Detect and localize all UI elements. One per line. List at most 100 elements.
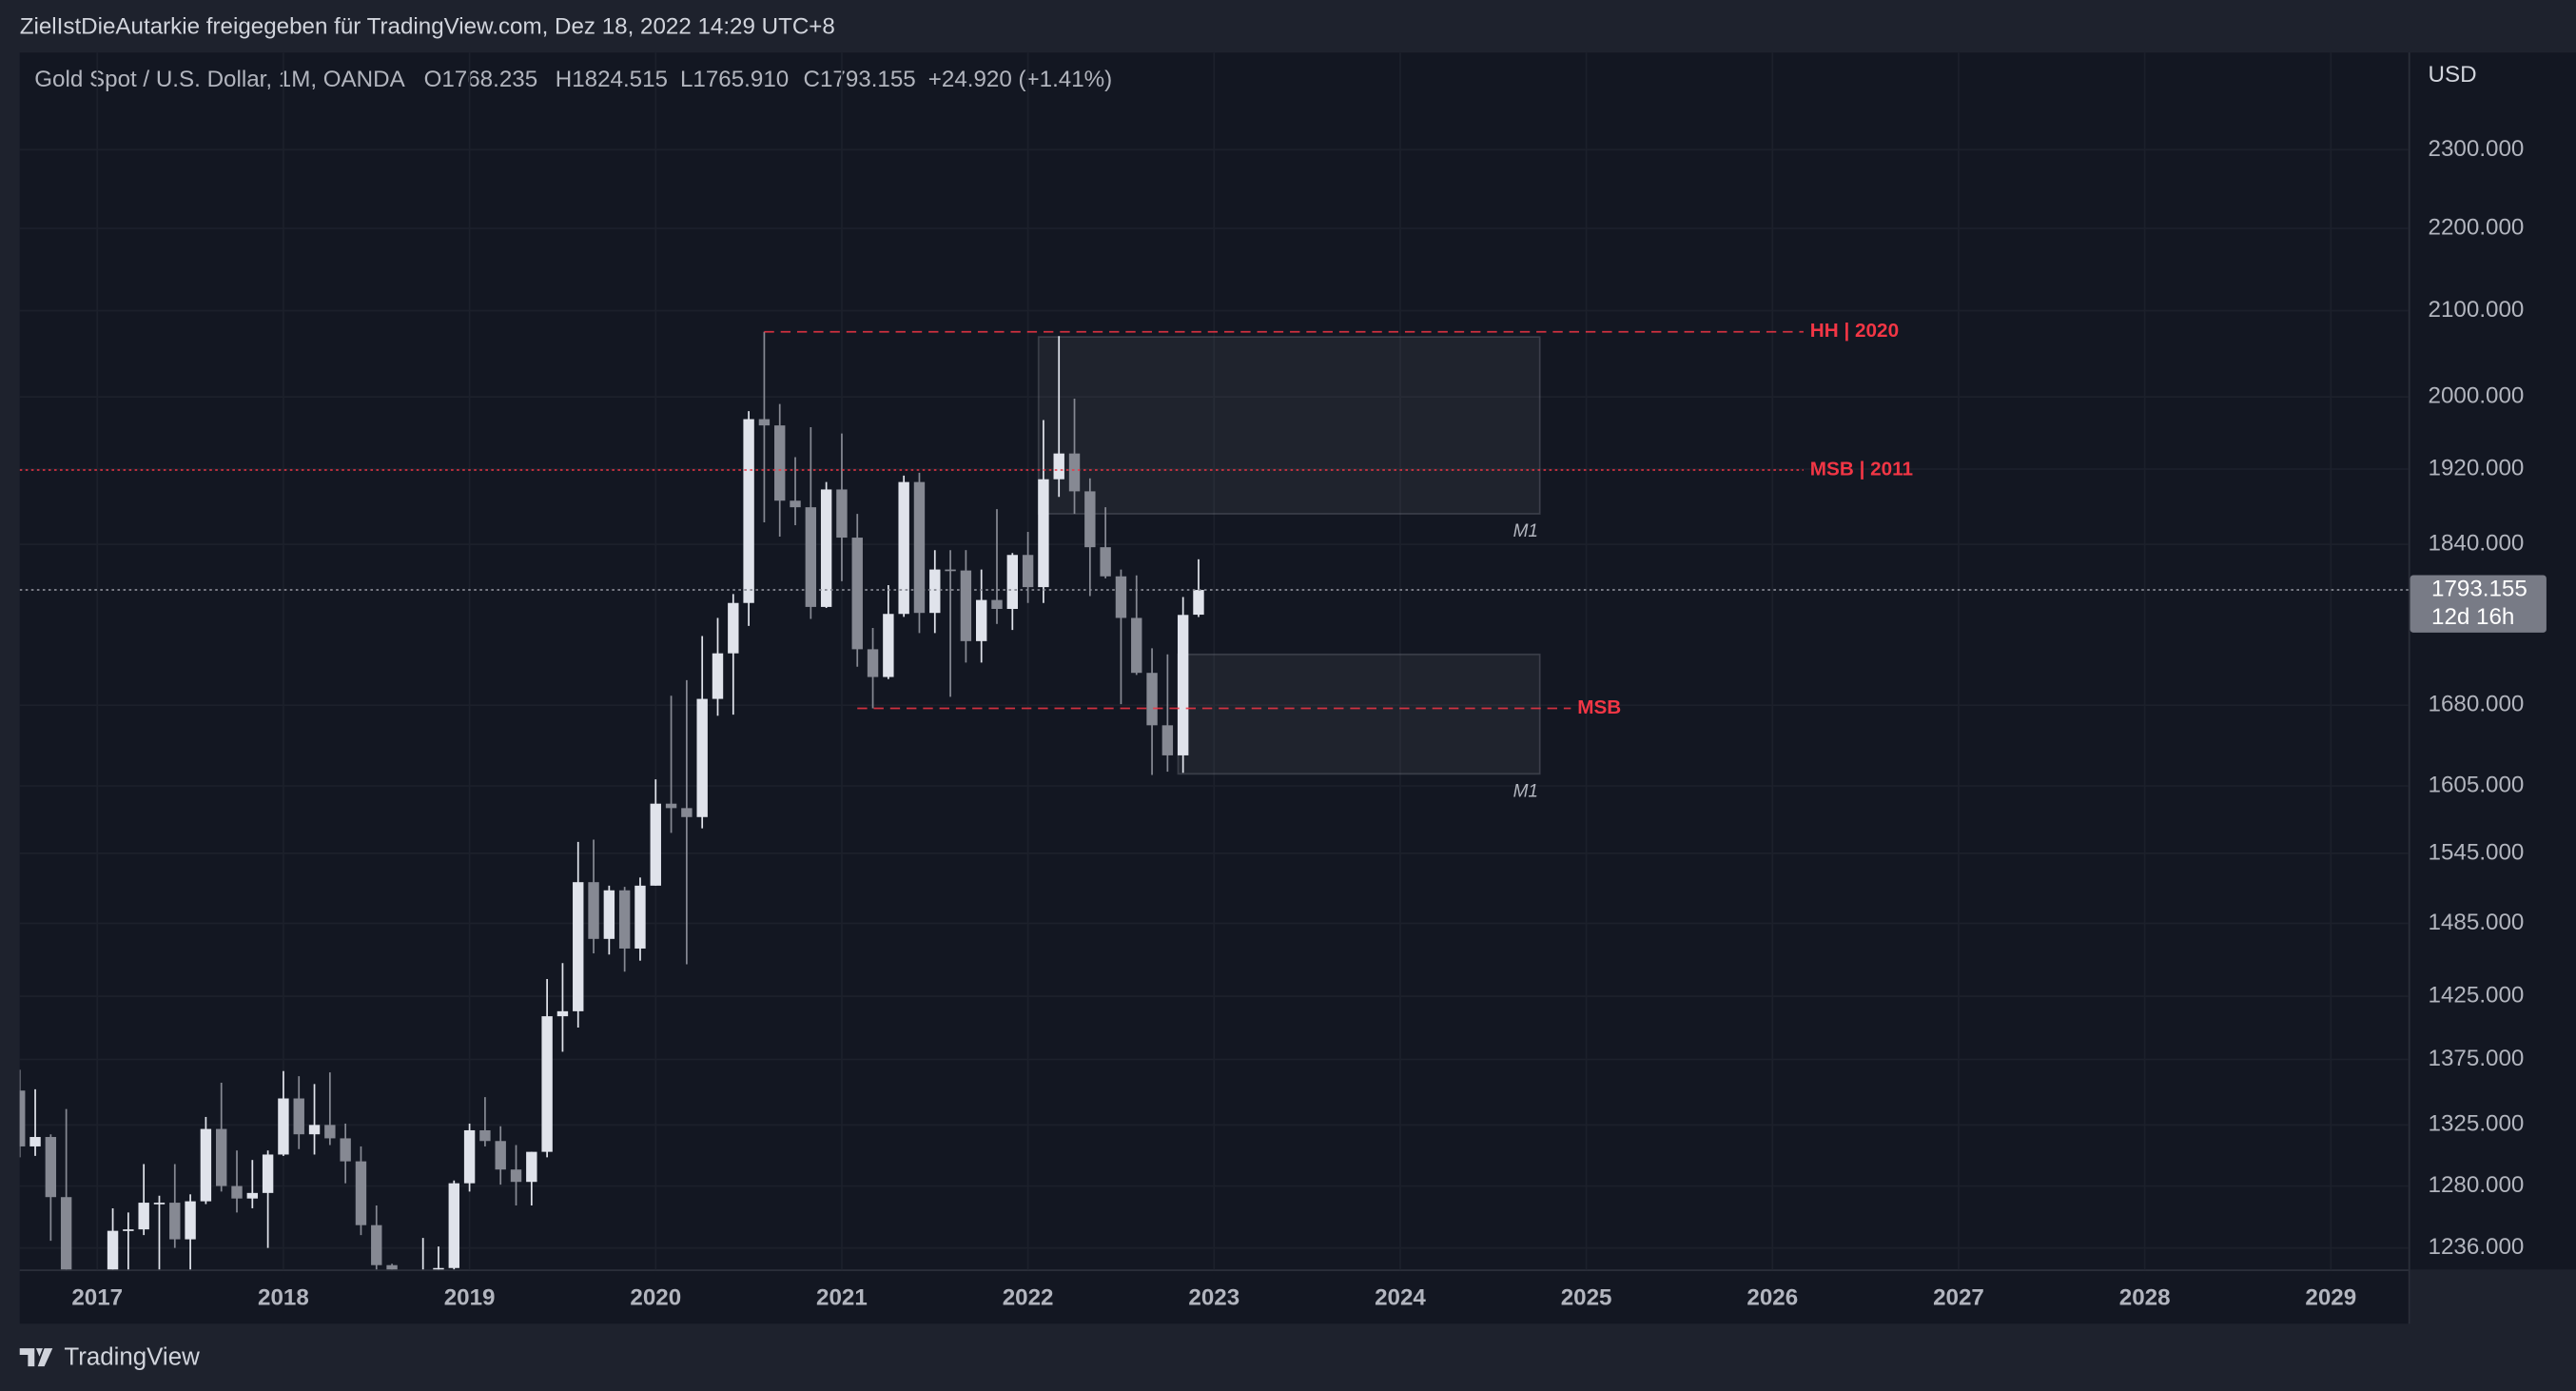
candle-body bbox=[293, 1098, 304, 1135]
legend-open: O1768.235 bbox=[424, 67, 538, 92]
y-tick-label: 1545.000 bbox=[2429, 839, 2525, 865]
candle-body bbox=[1115, 576, 1127, 618]
candle-body bbox=[650, 803, 661, 886]
candle-body bbox=[262, 1154, 274, 1193]
y-tick-label: 2000.000 bbox=[2429, 383, 2525, 409]
y-tick-label: 2100.000 bbox=[2429, 297, 2525, 323]
candle-body bbox=[758, 419, 771, 426]
zone-label: M1 bbox=[1513, 781, 1538, 801]
candle-body bbox=[883, 614, 894, 677]
candle-body bbox=[945, 569, 956, 572]
level-label: MSB | 2011 bbox=[1810, 458, 1913, 480]
candle-body bbox=[573, 882, 584, 1011]
x-tick-label: 2018 bbox=[258, 1285, 309, 1311]
candle-body bbox=[790, 500, 801, 508]
logo bbox=[19, 1348, 53, 1367]
y-tick-label: 1485.000 bbox=[2429, 910, 2525, 935]
x-tick-label: 2020 bbox=[630, 1285, 681, 1311]
candle-body bbox=[1193, 590, 1204, 616]
series bbox=[19, 330, 2409, 1270]
y-tick-label: 1605.000 bbox=[2429, 772, 2525, 797]
candle-body bbox=[929, 569, 941, 614]
price-axis bbox=[2410, 52, 2576, 1270]
candle-body bbox=[355, 1161, 367, 1225]
candle-body bbox=[324, 1125, 336, 1139]
countdown: 12d 16h bbox=[2431, 604, 2514, 630]
y-tick-label: 1375.000 bbox=[2429, 1046, 2525, 1071]
candle-body bbox=[340, 1138, 351, 1162]
candle-body bbox=[556, 1010, 569, 1017]
y-tick-label: 2300.000 bbox=[2429, 136, 2525, 162]
currency: USD bbox=[2429, 62, 2477, 88]
x-tick-label: 2024 bbox=[1375, 1285, 1426, 1311]
candle-body bbox=[185, 1201, 196, 1240]
candle-body bbox=[308, 1125, 321, 1135]
candle-body bbox=[60, 1197, 72, 1270]
x-tick-label: 2028 bbox=[2119, 1285, 2171, 1311]
candle-body bbox=[1161, 725, 1174, 755]
candle-body bbox=[278, 1098, 289, 1155]
candle-body bbox=[495, 1141, 506, 1170]
candle-body bbox=[123, 1229, 134, 1231]
x-tick-label: 2022 bbox=[1003, 1285, 1054, 1311]
candle-body bbox=[153, 1203, 166, 1205]
x-tick-label: 2025 bbox=[1561, 1285, 1612, 1311]
candle-body bbox=[200, 1128, 212, 1202]
zone bbox=[1177, 653, 1541, 775]
x-tick-label: 2027 bbox=[1933, 1285, 1984, 1311]
candle-body bbox=[386, 1264, 398, 1270]
candle-body bbox=[169, 1203, 181, 1240]
candle-body bbox=[1022, 555, 1034, 588]
candle-body bbox=[231, 1185, 243, 1199]
candle-body bbox=[246, 1192, 259, 1199]
symbol: Gold Spot / U.S. Dollar, 1M, OANDA bbox=[34, 67, 405, 92]
candle-body bbox=[681, 808, 693, 817]
legend-close: C1793.155 bbox=[804, 67, 916, 92]
candle-body bbox=[851, 538, 863, 650]
level-label: HH | 2020 bbox=[1810, 320, 1899, 342]
legend-change: +24.920 (+1.41%) bbox=[928, 67, 1112, 92]
candle-body bbox=[867, 649, 879, 677]
candle-body bbox=[1006, 555, 1019, 610]
candle-body bbox=[371, 1224, 382, 1265]
candle-body bbox=[743, 419, 754, 603]
candle-body bbox=[805, 507, 817, 607]
grid bbox=[19, 52, 2409, 1270]
x-tick-label: 2017 bbox=[71, 1285, 123, 1311]
candle-body bbox=[774, 425, 786, 501]
y-tick-label: 1425.000 bbox=[2429, 983, 2525, 1009]
candle-body bbox=[665, 803, 677, 809]
candle-body bbox=[1038, 479, 1049, 588]
last-price-label: 1793.155 bbox=[2431, 576, 2527, 601]
candle-body bbox=[836, 489, 848, 539]
candle-body bbox=[216, 1128, 227, 1186]
brand: TradingView bbox=[64, 1343, 200, 1370]
y-tick-label: 1840.000 bbox=[2429, 531, 2525, 557]
candle-body bbox=[898, 481, 909, 615]
candle-body bbox=[29, 1137, 41, 1146]
axes: 2300.000 2200.000 2100.000 2000.000 1920.000… bbox=[71, 136, 2547, 1311]
legend-high: H1824.515 bbox=[556, 67, 668, 92]
candle-body bbox=[448, 1183, 459, 1268]
candle-body bbox=[991, 599, 1003, 610]
candle-body bbox=[588, 882, 599, 939]
y-tick-label: 1325.000 bbox=[2429, 1111, 2525, 1137]
candle-body bbox=[712, 653, 724, 699]
y-tick-label: 1680.000 bbox=[2429, 692, 2525, 717]
candle-body bbox=[913, 481, 926, 614]
candle-body bbox=[433, 1267, 444, 1270]
x-tick-label: 2026 bbox=[1747, 1285, 1798, 1311]
candle-body bbox=[1084, 491, 1096, 548]
candle-body bbox=[1100, 547, 1111, 577]
y-tick-label: 2200.000 bbox=[2429, 214, 2525, 240]
header-title: ZielIstDieAutarkie freigegeben für Tradi… bbox=[20, 14, 835, 40]
y-tick-label: 1236.000 bbox=[2429, 1234, 2525, 1260]
candle-body bbox=[479, 1129, 491, 1142]
zone bbox=[1037, 336, 1541, 515]
candle-body bbox=[820, 489, 832, 607]
x-tick-label: 2021 bbox=[816, 1285, 868, 1311]
y-tick-label: 1920.000 bbox=[2429, 455, 2525, 480]
candle-body bbox=[19, 1090, 26, 1146]
